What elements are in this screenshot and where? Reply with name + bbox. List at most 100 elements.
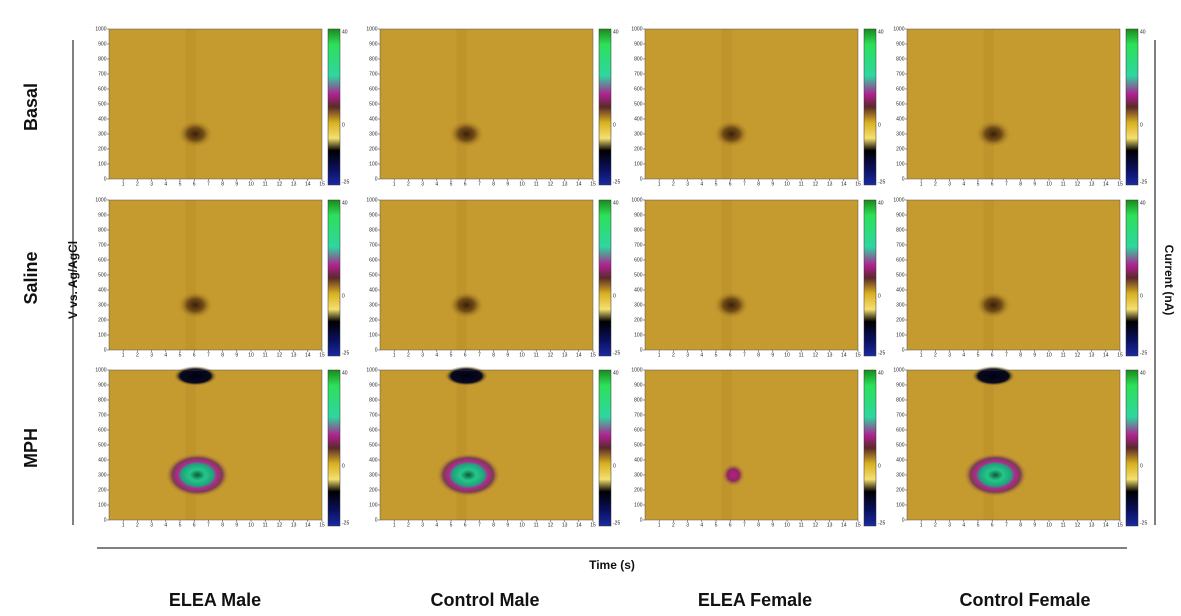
artifact (456, 200, 467, 350)
y-tick-label: 400 (98, 287, 107, 293)
y-tick-label: 900 (369, 41, 378, 47)
y-tick-label: 700 (369, 412, 378, 418)
x-tick-label: 14 (1103, 352, 1109, 358)
y-tick-label: 1000 (631, 197, 642, 203)
y-tick-label: 600 (634, 427, 643, 433)
x-tick-label: 13 (291, 352, 297, 358)
x-tick-label: 10 (784, 181, 790, 187)
blob (448, 120, 485, 148)
x-tick-label: 11 (1061, 352, 1066, 358)
x-tick-label: 12 (277, 522, 283, 528)
y-tick-label: 1000 (893, 197, 904, 203)
y-tick-label: 900 (896, 41, 905, 47)
x-tick-label: 6 (193, 352, 196, 358)
x-tick-label: 9 (1033, 522, 1036, 528)
x-tick-label: 3 (150, 522, 153, 528)
x-tick-label: 1 (658, 352, 661, 358)
x-tick-label: 3 (948, 352, 951, 358)
x-tick-label: 11 (263, 181, 268, 187)
blob (713, 120, 750, 148)
x-tick-label: 12 (813, 522, 819, 528)
artifact (721, 200, 732, 350)
y-tick-label: 1000 (893, 26, 904, 32)
artifact (721, 29, 732, 179)
y-tick-label: 600 (896, 86, 905, 92)
x-tick-label: 9 (771, 522, 774, 528)
x-tick-label: 6 (729, 522, 732, 528)
x-tick-label: 13 (562, 522, 568, 528)
y-tick-label: 500 (634, 442, 643, 448)
x-tick-label: 7 (478, 181, 481, 187)
y-tick-label: 1000 (366, 26, 377, 32)
x-tick-label: 9 (506, 522, 509, 528)
y-tick-label: 800 (896, 227, 905, 233)
y-tick-label: 800 (896, 56, 905, 62)
blob (975, 120, 1012, 148)
colorbar (1125, 199, 1139, 357)
top-blob (971, 366, 1016, 386)
heatmap (109, 370, 322, 520)
x-tick-label: 10 (784, 522, 790, 528)
y-tick-label: 200 (634, 317, 643, 323)
colorbar-tick-label: -25 (878, 520, 885, 526)
y-tick-label: 300 (98, 472, 107, 478)
blob (177, 120, 214, 148)
top-blob (444, 366, 489, 386)
x-tick-label: 4 (700, 522, 703, 528)
y-tick-label: 1000 (893, 367, 904, 373)
heatmap (907, 200, 1120, 350)
x-axis-label: Time (s) (589, 558, 635, 572)
blob (713, 291, 750, 319)
colorbar-tick-label: 40 (1140, 370, 1146, 376)
x-tick-label: 13 (291, 181, 297, 187)
x-tick-label: 4 (435, 352, 438, 358)
x-tick-label: 14 (305, 522, 311, 528)
x-tick-label: 9 (771, 352, 774, 358)
x-tick-label: 4 (962, 522, 965, 528)
x-tick-label: 3 (421, 352, 424, 358)
y-tick-label: 0 (902, 517, 905, 523)
y-tick-label: 400 (896, 116, 905, 122)
blob (975, 291, 1012, 319)
x-tick-label: 7 (207, 181, 210, 187)
x-tick-label: 2 (136, 522, 139, 528)
colorbar-tick-label: -25 (1140, 350, 1147, 356)
y-tick-label: 500 (98, 272, 107, 278)
y-tick-label: 100 (634, 502, 643, 508)
y-tick-label: 900 (369, 212, 378, 218)
x-tick-label: 3 (686, 522, 689, 528)
y-tick-label: 200 (634, 146, 643, 152)
x-tick-label: 1 (122, 352, 125, 358)
y-tick-label: 700 (98, 242, 107, 248)
colorbar-tick-label: -25 (342, 350, 349, 356)
blob (963, 453, 1028, 497)
x-tick-label: 12 (1075, 352, 1081, 358)
x-tick-label: 8 (221, 522, 224, 528)
x-tick-label: 2 (136, 352, 139, 358)
heatmap (645, 29, 858, 179)
x-tick-label: 10 (1046, 522, 1052, 528)
x-tick-label: 10 (519, 522, 525, 528)
x-tick-label: 15 (319, 181, 325, 187)
y-tick-label: 700 (369, 71, 378, 77)
x-tick-label: 10 (784, 352, 790, 358)
x-tick-label: 14 (841, 181, 847, 187)
y-tick-label: 800 (98, 397, 107, 403)
x-tick-label: 7 (207, 522, 210, 528)
x-tick-label: 4 (164, 352, 167, 358)
heatmap (380, 200, 593, 350)
colorbar (327, 199, 341, 357)
x-tick-label: 2 (407, 522, 410, 528)
column-label: ELEA Female (698, 590, 812, 610)
x-tick-label: 15 (590, 522, 596, 528)
x-tick-label: 13 (827, 352, 833, 358)
x-tick-label: 11 (534, 352, 539, 358)
x-tick-label: 15 (1117, 352, 1123, 358)
y-tick-label: 900 (369, 382, 378, 388)
x-tick-label: 15 (319, 522, 325, 528)
x-tick-label: 15 (1117, 522, 1123, 528)
blob (721, 463, 746, 487)
y-tick-label: 0 (902, 176, 905, 182)
colorbar (598, 369, 612, 527)
x-tick-label: 3 (686, 352, 689, 358)
